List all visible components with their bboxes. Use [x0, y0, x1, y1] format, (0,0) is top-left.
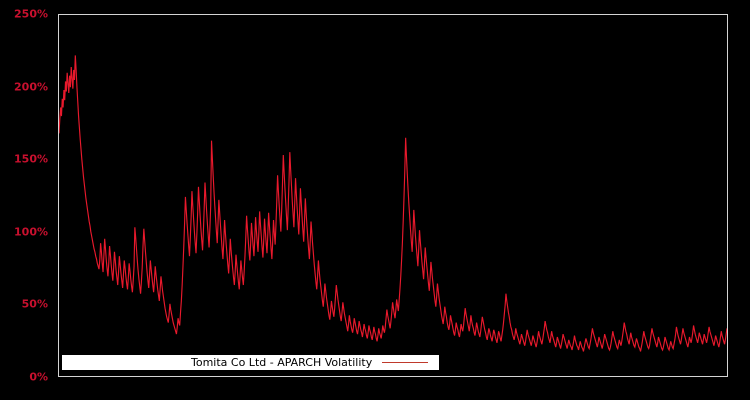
- chart-legend: Tomita Co Ltd - APARCH Volatility: [62, 355, 440, 370]
- plot-area: [58, 14, 728, 377]
- y-tick-label-150: 150%: [14, 152, 48, 166]
- legend-label: Tomita Co Ltd - APARCH Volatility: [191, 356, 373, 369]
- legend-line-sample: [382, 362, 429, 363]
- y-tick-label-50: 50%: [21, 297, 48, 311]
- y-tick-label-0: 0%: [29, 370, 48, 384]
- y-tick-label-250: 250%: [14, 7, 48, 21]
- aparch-volatility-line: [59, 55, 727, 352]
- y-tick-label-100: 100%: [14, 225, 48, 239]
- volatility-series-svg: [59, 55, 727, 352]
- y-tick-label-200: 200%: [14, 80, 48, 94]
